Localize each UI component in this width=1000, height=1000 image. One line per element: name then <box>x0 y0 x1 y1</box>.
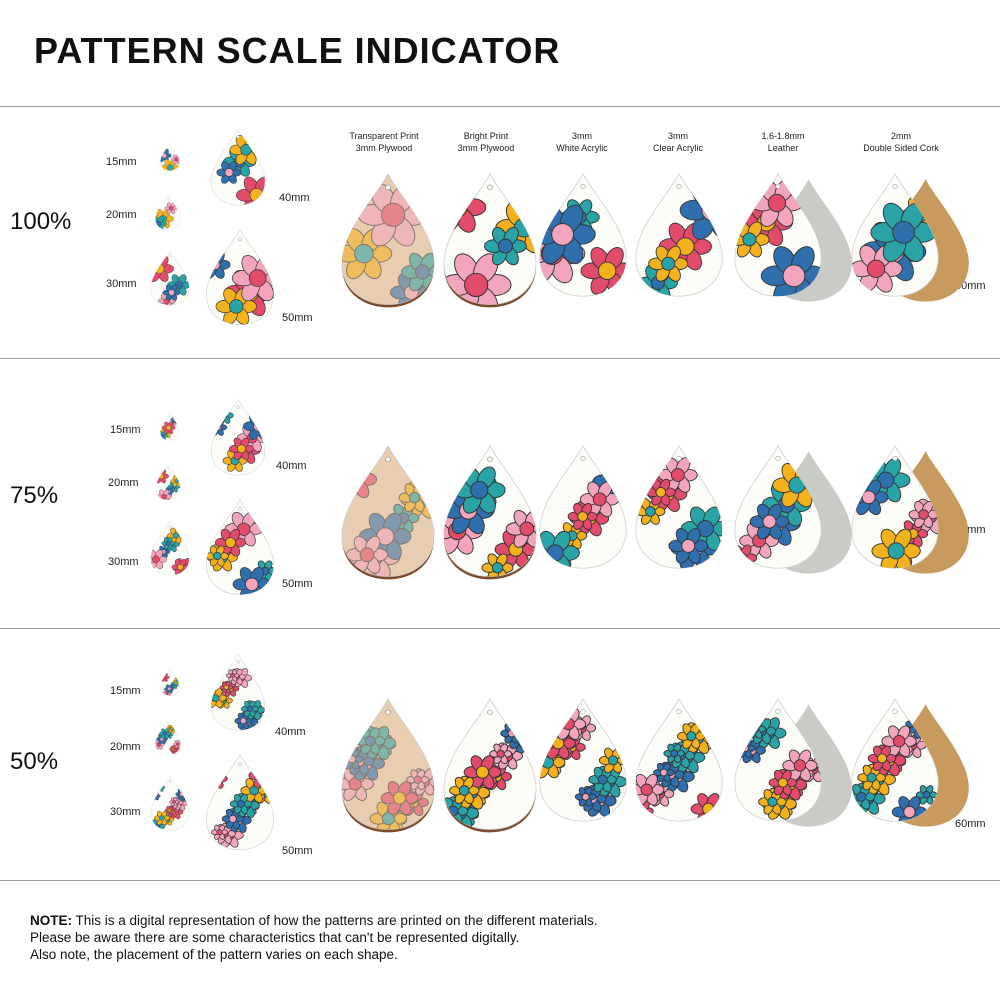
floral-teardrop-earring <box>443 173 537 308</box>
material-header-transparent-plywood: Transparent Print 3mm Plywood <box>349 131 419 153</box>
material-header-bright-plywood: Bright Print 3mm Plywood <box>457 131 515 153</box>
floral-teardrop-earring <box>341 173 435 308</box>
floral-teardrop-earring <box>155 719 181 755</box>
floral-teardrop-earring <box>160 413 180 441</box>
floral-teardrop-earring <box>206 753 274 850</box>
floral-teardrop-earring <box>210 398 266 476</box>
size-label-30mm: 30mm <box>110 806 141 818</box>
floral-teardrop-earring <box>734 697 852 827</box>
size-label-40mm: 40mm <box>276 460 307 472</box>
floral-teardrop-earring <box>206 228 274 325</box>
page-title: PATTERN SCALE INDICATOR <box>34 30 561 71</box>
floral-teardrop-earring <box>734 444 852 574</box>
size-label-20mm: 20mm <box>106 209 137 221</box>
floral-teardrop-earring <box>160 143 180 171</box>
floral-teardrop-earring <box>155 194 181 230</box>
scale-label-50: 50% <box>10 748 59 775</box>
floral-teardrop-earring <box>635 172 723 297</box>
size-label-15mm: 15mm <box>110 685 141 697</box>
note-text: NOTE: This is a digital representation o… <box>30 912 598 963</box>
floral-teardrop-earring <box>635 697 723 822</box>
scale-label-75: 75% <box>10 482 59 509</box>
material-header-leather: 1.6-1.8mm Leather <box>761 131 805 153</box>
size-label-30mm: 30mm <box>106 278 137 290</box>
size-label-50mm: 50mm <box>282 312 313 324</box>
floral-teardrop-earring <box>341 445 435 580</box>
size-label-60mm: 60mm <box>955 818 986 830</box>
size-label-20mm: 20mm <box>110 741 141 753</box>
floral-teardrop-earring <box>443 445 537 580</box>
note-line: This is a digital representation of how … <box>72 913 598 928</box>
divider <box>0 880 1000 881</box>
divider <box>0 106 1000 107</box>
size-label-15mm: 15mm <box>110 424 141 436</box>
material-header-cork: 2mm Double Sided Cork <box>863 131 939 153</box>
floral-teardrop-earring <box>206 498 274 595</box>
size-label-50mm: 50mm <box>282 578 313 590</box>
floral-teardrop-earring <box>443 698 537 833</box>
size-label-40mm: 40mm <box>279 192 310 204</box>
floral-teardrop-earring <box>539 697 627 822</box>
floral-teardrop-earring <box>210 653 266 731</box>
floral-teardrop-earring <box>155 464 181 500</box>
material-header-clear-acrylic: 3mm Clear Acrylic <box>652 131 703 153</box>
floral-teardrop-earring <box>210 128 266 206</box>
floral-teardrop-earring <box>539 172 627 297</box>
floral-teardrop-earring <box>734 172 852 302</box>
floral-teardrop-earring <box>150 250 190 306</box>
size-label-30mm: 30mm <box>108 556 139 568</box>
floral-teardrop-earring <box>150 520 190 576</box>
size-label-20mm: 20mm <box>108 477 139 489</box>
note-line: Please be aware there are some character… <box>30 930 520 945</box>
divider <box>0 358 1000 359</box>
floral-teardrop-earring <box>150 775 190 831</box>
size-label-40mm: 40mm <box>275 726 306 738</box>
note-line: Also note, the placement of the pattern … <box>30 947 398 962</box>
floral-teardrop-earring <box>851 172 969 302</box>
floral-teardrop-earring <box>851 697 969 827</box>
floral-teardrop-earring <box>851 444 969 574</box>
divider <box>0 628 1000 629</box>
note-label: NOTE: <box>30 913 72 928</box>
floral-teardrop-earring <box>635 444 723 569</box>
size-label-50mm: 50mm <box>282 845 313 857</box>
scale-label-100: 100% <box>10 208 72 235</box>
material-header-white-acrylic: 3mm White Acrylic <box>556 131 608 153</box>
floral-teardrop-earring <box>160 668 180 696</box>
size-label-15mm: 15mm <box>106 156 137 168</box>
floral-teardrop-earring <box>539 444 627 569</box>
floral-teardrop-earring <box>341 698 435 833</box>
